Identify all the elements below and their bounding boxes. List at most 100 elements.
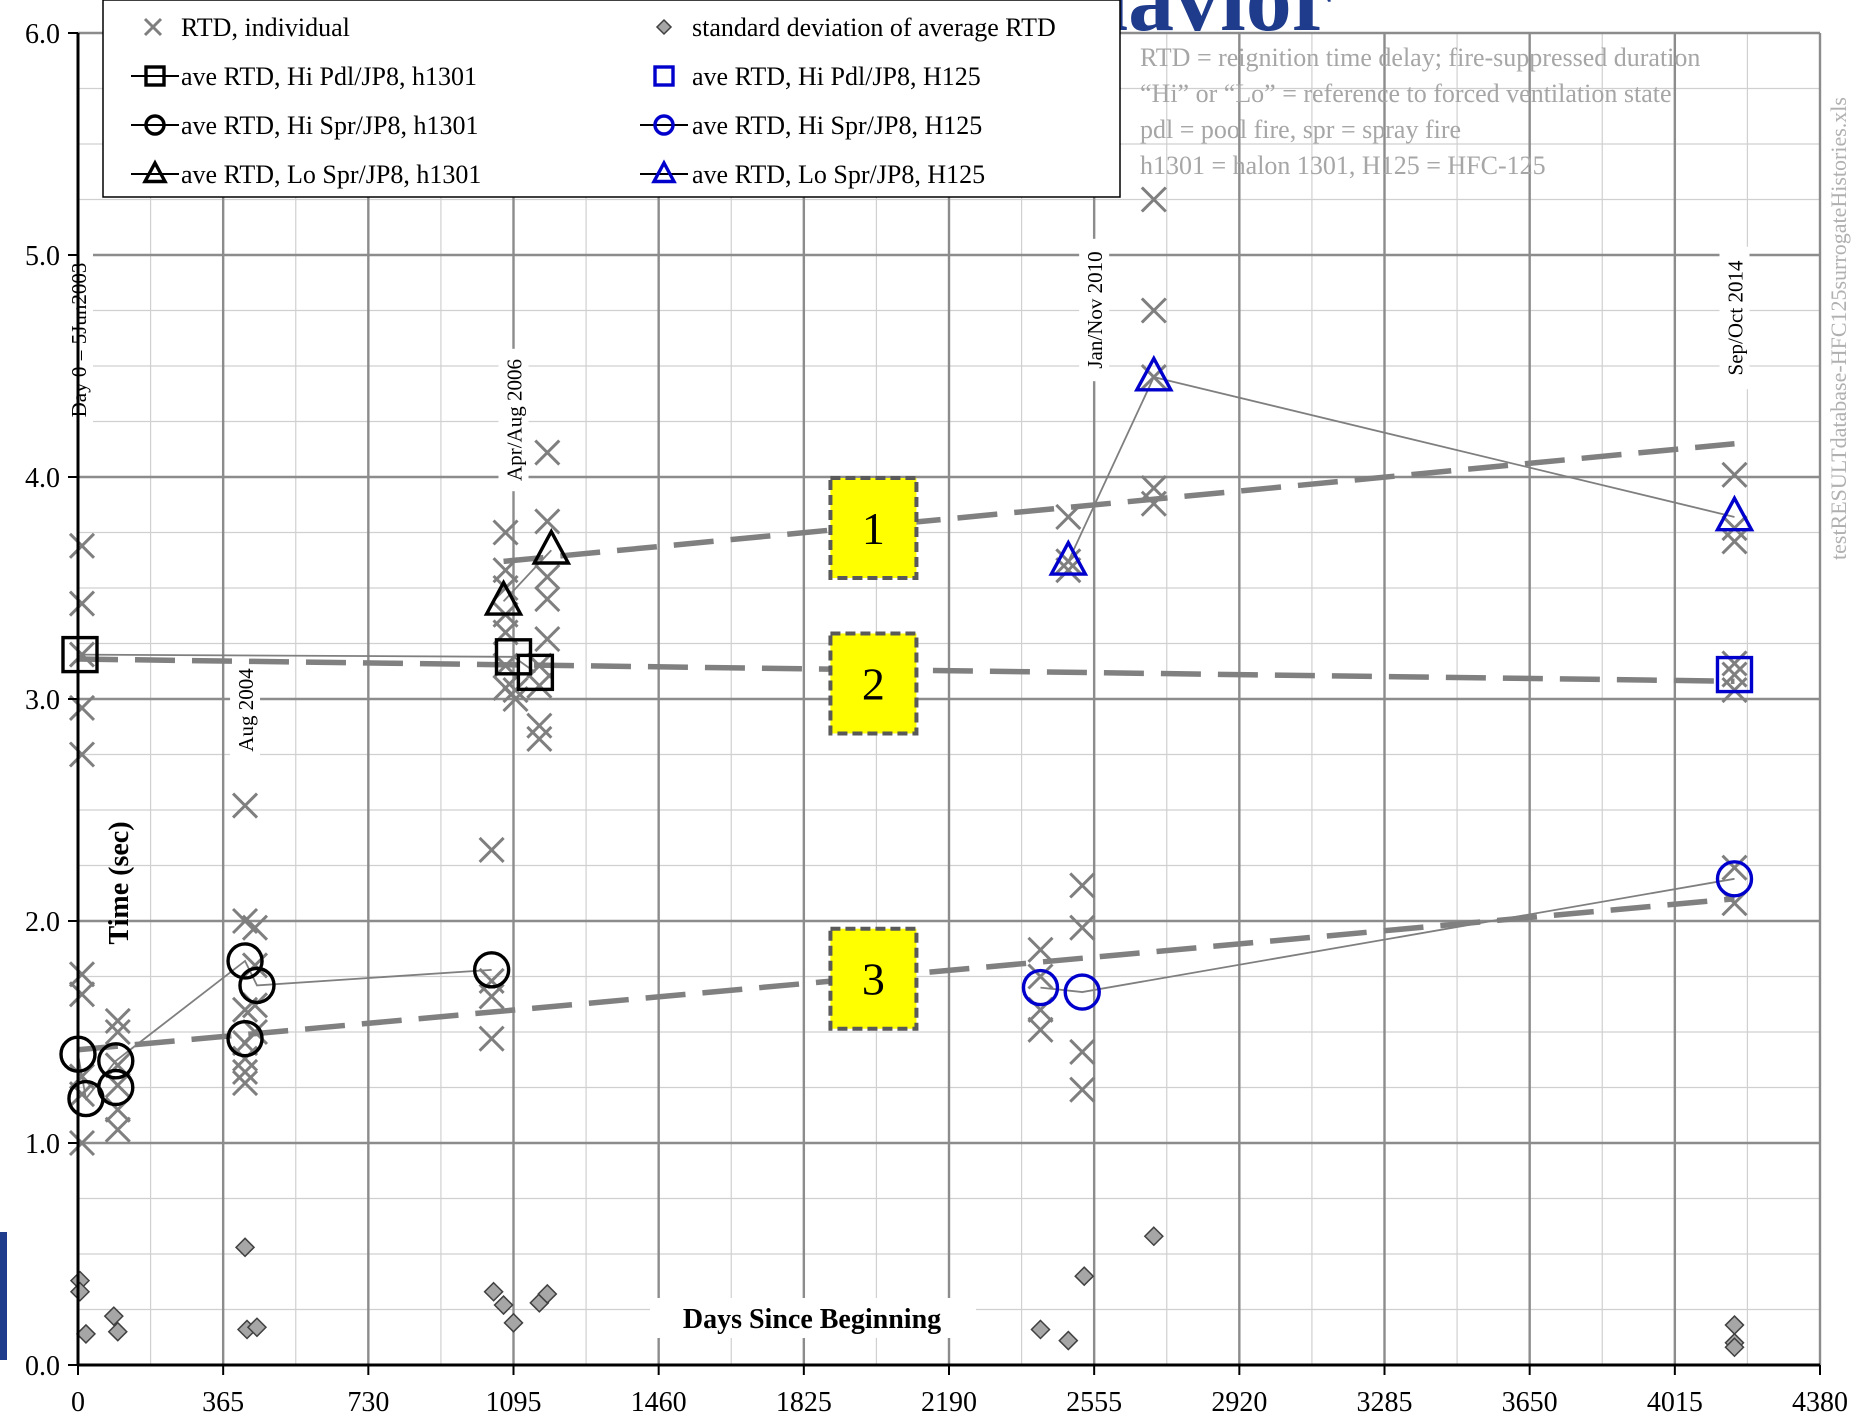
average-rtd-marker: [1715, 655, 1754, 694]
x-tick-label: 1460: [631, 1387, 687, 1418]
average-rtd-marker: [61, 635, 99, 674]
date-annotation-bg: [498, 348, 529, 492]
std-dev-marker: [1074, 1266, 1095, 1287]
average-rtd-marker: [531, 527, 572, 565]
trend-boxes: 1 2 3: [828, 476, 919, 1031]
std-dev-marker: [1724, 1314, 1745, 1336]
rtd-individual-marker: [478, 983, 505, 1010]
rtd-individual-marker: [1069, 872, 1096, 899]
note-line: “Hi” or “Lo” = reference to forced venti…: [1140, 79, 1672, 108]
average-rtd-marker: [238, 966, 276, 1005]
average-rtd-marker: [472, 951, 511, 989]
x-tick-label: 2920: [1211, 1387, 1267, 1418]
std-dev-marker: [503, 1312, 524, 1333]
x-tick-label: 2190: [921, 1387, 977, 1418]
rtd-individual-marker: [478, 1025, 505, 1052]
y-tick-labels: 0.0 1.0 2.0 3.0 4.0 5.0 6.0: [25, 19, 60, 1382]
rtd-individual-marker: [104, 1018, 131, 1046]
legend-label: RTD, individual: [181, 13, 350, 42]
legend-marker: [653, 114, 675, 136]
std-dev-marker: [1030, 1319, 1051, 1340]
legend-label: ave RTD, Hi Spr/JP8, H125: [692, 111, 982, 140]
std-dev-marker: [1724, 1337, 1745, 1358]
date-annotation: Aug 2004: [234, 668, 258, 752]
legend-marker: [144, 65, 166, 87]
average-rtd-marker: [226, 942, 264, 980]
rtd-individual-marker: [534, 625, 561, 653]
rtd-individual-marker: [231, 1058, 259, 1086]
date-annotation-bg: [1719, 246, 1750, 390]
trend-box-label: 3: [862, 954, 885, 1005]
std-dev-marker: [483, 1281, 504, 1302]
x-axis-title-bg: [650, 1298, 976, 1338]
x-axis-title: Days Since Beginning: [683, 1304, 941, 1335]
legend-label: ave RTD, Lo Spr/JP8, h1301: [181, 160, 481, 189]
legend-label: ave RTD, Hi Spr/JP8, h1301: [181, 111, 478, 140]
rtd-individual-marker: [1027, 1016, 1054, 1043]
rtd-individual-marker: [104, 1116, 131, 1143]
rtd-individual-marker: [478, 836, 505, 864]
grid-major: [76, 31, 1822, 1367]
rtd-individual-marker: [68, 532, 96, 559]
average-rtd-marker: [1048, 539, 1089, 576]
trend-box-label: 2: [862, 658, 885, 709]
rtd-individual-marker: [1721, 461, 1748, 488]
date-annotation: Apr/Aug 2006: [503, 359, 527, 481]
date-annotation: Sep/Oct 2014: [1723, 260, 1747, 375]
legend-marker: [651, 159, 677, 184]
x-tick-label: 0: [71, 1387, 85, 1418]
y-tick-label: 2.0: [25, 907, 60, 938]
date-annotation: Jan/Nov 2010: [1083, 251, 1107, 368]
rtd-individual-marker: [1055, 557, 1082, 584]
note-line: pdl = pool fire, spr = spray fire: [1140, 115, 1461, 144]
y-tick-label: 3.0: [25, 685, 60, 716]
rtd-individual-marker: [492, 519, 519, 546]
rtd-individual-marker: [534, 439, 561, 466]
date-annotation-bg: [230, 661, 261, 759]
trend-line: [503, 440, 1735, 565]
rtd-individual-marker: [1069, 1038, 1096, 1066]
y-axis-title: Time (sec): [104, 821, 135, 944]
legend-marker: [142, 159, 168, 184]
rtd-individual-marker: [534, 586, 561, 613]
y-tick-label: 4.0: [25, 463, 60, 494]
rtd-individual-marker: [241, 914, 269, 941]
average-rtd-marker: [1063, 973, 1101, 1011]
average-rtd-marker: [97, 1042, 135, 1080]
legend-label: standard deviation of average RTD: [692, 13, 1056, 42]
y-tick-label: 1.0: [25, 1129, 60, 1160]
x-tick-label: 1825: [776, 1387, 832, 1418]
rtd-individual-marker: [1721, 650, 1748, 677]
rtd-individual-marker: [1140, 364, 1167, 391]
std-dev-marker: [246, 1317, 268, 1338]
rtd-individual-marker: [1069, 1076, 1096, 1103]
x-tick-label: 4380: [1792, 1387, 1848, 1418]
average-rtd-marker: [1021, 968, 1060, 1007]
rtd-individual-marker: [534, 563, 561, 590]
legend-box: [102, 0, 1121, 198]
x-tick-label: 3285: [1357, 1387, 1413, 1418]
date-annotation-bg: [1079, 238, 1110, 382]
rtd-individual-marker: [104, 1007, 131, 1034]
average-rtd-marker: [1715, 860, 1754, 898]
y-tick-label: 5.0: [25, 241, 60, 272]
std-dev-marker: [107, 1321, 128, 1342]
average-rtd-marker: [97, 1068, 135, 1107]
rtd-individual-marker: [231, 792, 259, 819]
std-dev-marker: [1058, 1330, 1079, 1351]
rtd-individual-marker: [1140, 297, 1167, 324]
rtd-individual-marker: [526, 725, 553, 753]
legend-label: ave RTD, Lo Spr/JP8, H125: [692, 160, 985, 189]
rtd-individual-marker: [1140, 490, 1167, 517]
rtd-individual-marker: [68, 961, 96, 988]
legend-label: ave RTD, Hi Pdl/JP8, h1301: [181, 62, 477, 91]
legend-marker: [655, 18, 673, 36]
rtd-individual-marker: [1721, 528, 1748, 555]
series-connector: [1040, 877, 1735, 993]
note-line: RTD = reignition time delay; fire-suppre…: [1140, 43, 1700, 72]
x-tick-label: 3650: [1502, 1387, 1558, 1418]
std-dev-marker: [537, 1283, 558, 1305]
std-dev-marker: [234, 1237, 256, 1258]
rtd-individual-marker: [526, 672, 553, 699]
y-tick-label: 6.0: [25, 19, 60, 50]
